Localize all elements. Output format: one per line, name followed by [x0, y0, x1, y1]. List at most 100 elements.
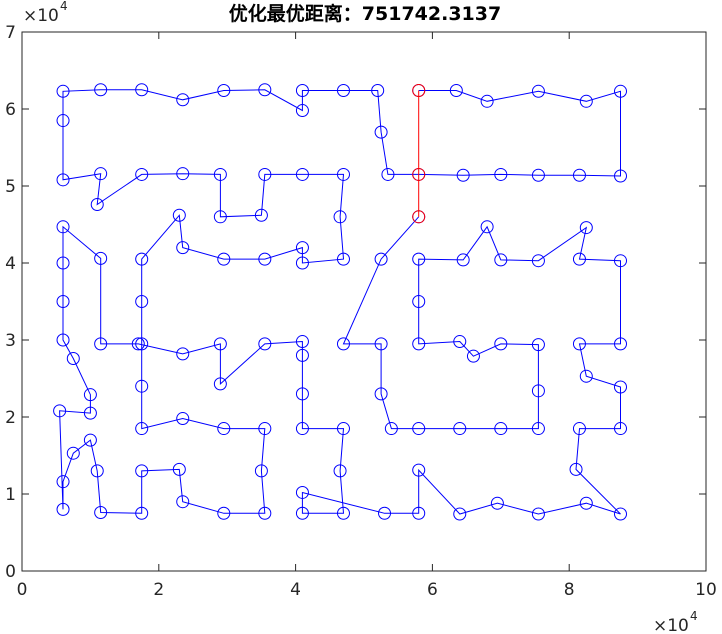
- city-marker: [569, 462, 583, 476]
- route-layer: [53, 83, 627, 521]
- y-exponent-power: 4: [60, 0, 68, 13]
- city-marker: [531, 168, 545, 182]
- plot-box: [21, 31, 707, 572]
- city-marker: [449, 84, 463, 98]
- y-tick-label: 2: [5, 408, 16, 428]
- city-marker: [572, 422, 586, 436]
- city-marker: [572, 337, 586, 351]
- city-marker: [453, 507, 467, 521]
- city-marker: [295, 84, 309, 98]
- city-marker: [176, 93, 190, 107]
- city-marker: [295, 387, 309, 401]
- city-marker: [412, 463, 426, 477]
- city-marker: [490, 496, 504, 510]
- city-marker: [213, 167, 227, 181]
- city-marker: [531, 507, 545, 521]
- city-marker: [56, 295, 70, 308]
- city-marker: [333, 210, 347, 224]
- y-tick-label: 7: [5, 23, 16, 43]
- city-marker: [614, 380, 627, 394]
- city-marker: [480, 220, 494, 234]
- city-marker: [176, 167, 190, 181]
- city-marker: [135, 379, 149, 393]
- city-marker: [572, 252, 586, 266]
- city-marker: [295, 485, 309, 499]
- city-marker: [614, 254, 627, 268]
- y-tick-label: 0: [5, 562, 16, 582]
- x-tick-label: 10: [695, 580, 717, 600]
- city-marker: [56, 502, 70, 516]
- city-marker: [384, 422, 398, 436]
- city-marker: [412, 506, 426, 520]
- y-tick-label: 3: [5, 331, 16, 351]
- city-marker: [494, 422, 508, 436]
- city-marker: [333, 464, 347, 478]
- city-marker: [456, 168, 470, 182]
- city-marker: [336, 84, 350, 98]
- city-marker: [295, 256, 309, 270]
- city-marker: [295, 167, 309, 181]
- city-marker: [135, 167, 149, 181]
- city-marker: [378, 506, 392, 520]
- city-marker: [94, 83, 108, 97]
- city-marker: [213, 210, 227, 224]
- city-marker: [579, 94, 593, 108]
- city-marker: [83, 433, 97, 447]
- city-marker: [176, 241, 190, 255]
- city-marker: [56, 84, 70, 98]
- city-marker: [53, 404, 67, 418]
- city-marker: [66, 446, 80, 460]
- city-marker: [579, 369, 593, 383]
- city-marker: [258, 422, 272, 436]
- city-marker: [66, 351, 80, 365]
- city-marker: [412, 337, 426, 351]
- city-marker: [56, 333, 70, 347]
- city-marker: [56, 220, 70, 234]
- city-marker: [56, 114, 70, 128]
- city-marker: [453, 335, 467, 349]
- city-marker: [295, 104, 309, 118]
- city-marker: [135, 252, 149, 266]
- city-marker: [614, 422, 627, 436]
- city-marker: [531, 254, 545, 268]
- city-marker: [614, 337, 627, 351]
- city-marker: [494, 337, 508, 351]
- highlight-city-marker: [412, 210, 426, 224]
- city-marker: [94, 337, 108, 351]
- city-marker: [531, 338, 545, 352]
- city-marker: [213, 377, 227, 391]
- city-marker: [336, 506, 350, 520]
- city-marker: [217, 422, 231, 436]
- city-marker: [135, 422, 149, 436]
- city-marker: [176, 495, 190, 509]
- highlight-city-marker: [412, 84, 426, 98]
- city-marker: [381, 167, 395, 181]
- city-marker: [336, 422, 350, 436]
- city-marker: [572, 168, 586, 182]
- city-marker: [131, 337, 145, 351]
- city-marker: [135, 506, 149, 520]
- y-tick-label: 4: [5, 254, 16, 274]
- city-marker: [295, 348, 309, 362]
- city-marker: [254, 464, 268, 478]
- city-marker: [494, 167, 508, 181]
- y-tick-label: 6: [5, 100, 16, 120]
- y-tick-label: 1: [5, 485, 16, 505]
- city-marker: [531, 384, 545, 398]
- city-marker: [295, 335, 309, 349]
- city-marker: [374, 125, 388, 139]
- chart-title: 优化最优距离：751742.3137: [229, 2, 501, 25]
- city-marker: [94, 251, 108, 265]
- city-marker: [90, 197, 104, 211]
- city-marker: [135, 83, 149, 97]
- city-marker: [336, 337, 350, 351]
- route-line: [59, 89, 621, 515]
- city-marker: [412, 422, 426, 436]
- city-marker: [94, 505, 108, 519]
- city-marker: [258, 167, 272, 181]
- city-marker: [56, 475, 70, 489]
- city-marker: [531, 422, 545, 436]
- city-marker: [336, 167, 350, 181]
- city-marker: [456, 253, 470, 267]
